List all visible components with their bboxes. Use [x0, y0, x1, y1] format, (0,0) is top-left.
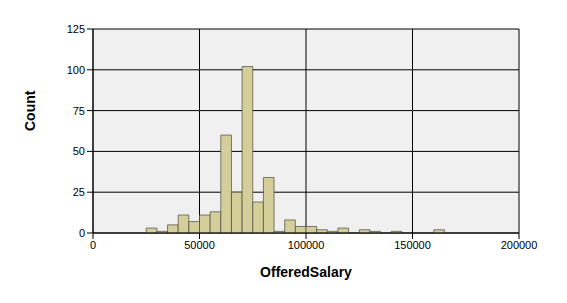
- svg-text:0: 0: [79, 227, 85, 239]
- svg-text:100: 100: [67, 64, 85, 76]
- svg-text:125: 125: [67, 23, 85, 35]
- svg-text:75: 75: [73, 105, 85, 117]
- svg-text:25: 25: [73, 186, 85, 198]
- svg-text:50000: 50000: [184, 239, 215, 251]
- svg-text:0: 0: [90, 239, 96, 251]
- svg-text:200000: 200000: [501, 239, 538, 251]
- svg-text:150000: 150000: [394, 239, 431, 251]
- svg-text:50: 50: [73, 145, 85, 157]
- svg-text:100000: 100000: [288, 239, 325, 251]
- svg-text:Count: Count: [22, 90, 38, 131]
- svg-text:OfferedSalary: OfferedSalary: [260, 264, 352, 280]
